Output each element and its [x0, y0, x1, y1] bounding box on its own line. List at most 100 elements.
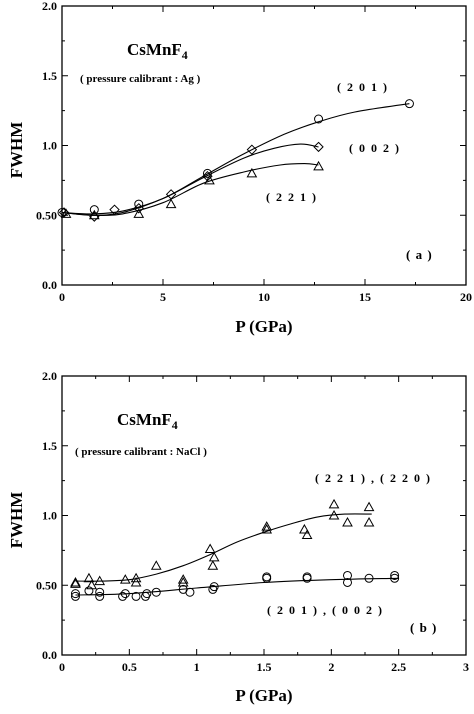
data-point-triangle — [86, 579, 97, 590]
y-axis-label-a: FWHM — [7, 122, 26, 179]
data-point-circle — [314, 114, 324, 124]
x-tick-label: 0 — [59, 290, 65, 304]
ticks-b: 0 0.5 1 1.5 2 2.5 3 0.0 0.50 1.0 1.5 2.0 — [36, 369, 469, 674]
data-point-circle — [390, 570, 400, 580]
x-tick-label: 10 — [258, 290, 270, 304]
y-tick-label: 1.0 — [42, 509, 57, 523]
data-point-circle — [404, 99, 414, 109]
y-tick-label: 1.5 — [42, 69, 57, 83]
data-point-triangle — [94, 575, 106, 586]
y-tick-label: 2.0 — [42, 0, 57, 13]
data-point-triangle — [70, 576, 81, 587]
data-point-triangle — [204, 543, 216, 553]
data-point-triangle — [261, 523, 273, 534]
markers-b — [70, 498, 400, 601]
curves-a — [61, 103, 410, 217]
x-tick-label: 0.5 — [122, 660, 137, 674]
data-point-triangle — [363, 516, 375, 527]
fit-curve — [61, 143, 319, 216]
data-point-circle — [142, 589, 152, 599]
data-point-triangle — [83, 572, 95, 583]
subtitle-b: ( pressure calibrant : NaCl ) — [75, 446, 207, 458]
data-point-triangle — [328, 498, 340, 509]
data-point-circle — [118, 591, 128, 601]
annotation-201-a: ( 2 0 1 ) — [337, 80, 389, 94]
data-point-triangle — [133, 208, 145, 218]
title-b: CsMnF4 — [117, 410, 178, 432]
data-point-triangle — [261, 521, 273, 531]
data-point-triangle — [177, 574, 189, 584]
data-point-circle — [131, 591, 141, 601]
fit-curve — [61, 103, 410, 215]
x-axis-label-a: P (GPa) — [235, 317, 292, 336]
data-point-circle — [209, 582, 219, 592]
y-tick-label: 0.0 — [42, 648, 57, 662]
data-point-triangle — [342, 516, 353, 527]
data-point-diamond — [246, 144, 258, 155]
data-point-circle — [390, 573, 400, 583]
data-point-triangle — [88, 209, 100, 220]
x-axis-label-b: P (GPa) — [235, 686, 292, 705]
data-point-triangle — [246, 167, 258, 178]
x-tick-label: 1 — [194, 660, 200, 674]
data-point-triangle — [313, 160, 324, 171]
y-tick-label: 0.50 — [36, 208, 57, 222]
data-point-circle — [364, 573, 374, 583]
y-tick-label: 0.50 — [36, 578, 57, 592]
panel-label-a: ( a ) — [406, 247, 433, 262]
data-point-diamond — [133, 203, 144, 214]
data-point-circle — [95, 591, 105, 601]
data-point-circle — [70, 591, 80, 601]
data-point-circle — [151, 587, 161, 597]
y-tick-label: 1.5 — [42, 439, 57, 453]
data-point-triangle — [70, 578, 81, 588]
y-tick-label: 0.0 — [42, 278, 57, 292]
x-tick-label: 15 — [359, 290, 371, 304]
y-axis-label-b: FWHM — [7, 492, 26, 549]
data-point-circle — [89, 205, 99, 215]
data-point-triangle — [301, 529, 313, 540]
data-point-diamond — [109, 204, 120, 215]
fit-curve — [75, 513, 372, 582]
x-tick-label: 2 — [328, 660, 334, 674]
x-tick-label: 2.5 — [391, 660, 406, 674]
data-point-circle — [342, 577, 352, 587]
data-point-diamond — [313, 141, 324, 153]
plot-frame-a — [61, 5, 467, 286]
data-point-circle — [84, 586, 94, 596]
data-point-triangle — [119, 574, 131, 584]
panel-b: 0 0.5 1 1.5 2 2.5 3 0.0 0.50 1.0 1.5 2.0 CsMnF4 ( p… — [7, 369, 469, 705]
data-point-circle — [342, 570, 352, 580]
annotation-002-a: ( 0 0 2 ) — [349, 141, 401, 155]
x-tick-label: 3 — [463, 660, 469, 674]
data-point-triangle — [130, 572, 142, 583]
y-tick-label: 2.0 — [42, 369, 57, 383]
panel-label-b: ( b ) — [410, 620, 437, 635]
data-point-circle — [202, 168, 212, 178]
x-tick-label: 0 — [59, 660, 65, 674]
data-point-diamond — [202, 170, 213, 182]
data-point-circle — [262, 572, 272, 582]
data-point-circle — [95, 587, 105, 597]
x-tick-label: 1.5 — [257, 660, 272, 674]
subtitle-a: ( pressure calibrant : Ag ) — [80, 73, 201, 85]
data-point-triangle — [328, 509, 340, 520]
data-point-circle — [120, 589, 130, 599]
data-point-triangle — [363, 501, 375, 512]
title-a: CsMnF4 — [127, 40, 188, 62]
x-tick-label: 20 — [460, 290, 472, 304]
data-point-triangle — [204, 174, 215, 185]
annotation-221-a: ( 2 2 1 ) — [266, 190, 318, 204]
data-point-circle — [302, 573, 312, 583]
data-point-circle — [185, 587, 195, 597]
data-point-triangle — [165, 198, 177, 209]
panel-a: 0 5 10 15 20 0.0 0.50 1.0 1.5 2.0 CsMnF4 ( pressu… — [7, 0, 472, 336]
markers-a — [57, 99, 414, 222]
annotation-201-002-b: ( 2 0 1 ) , ( 0 0 2 ) — [267, 603, 383, 617]
data-point-triangle — [177, 576, 189, 587]
fit-curve — [61, 163, 319, 217]
data-point-triangle — [60, 208, 72, 218]
y-tick-label: 1.0 — [42, 139, 57, 153]
